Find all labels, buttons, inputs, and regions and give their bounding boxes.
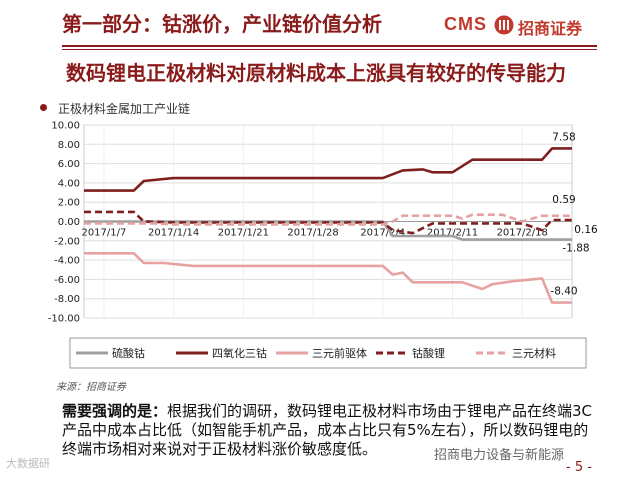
x-tick-label: 2017/1/21 — [218, 228, 269, 239]
commentary-text: 根据我们的调研，数码锂电正极材料市场由于锂电产品在终端3C产品中成本占比低（如智… — [62, 402, 593, 458]
legend-label: 硫酸钴 — [112, 346, 145, 360]
legend-label: 三元前驱体 — [312, 346, 367, 360]
y-tick-label: -6.00 — [54, 275, 80, 286]
x-tick-label: 2017/1/7 — [81, 228, 126, 239]
series-line — [84, 213, 572, 226]
series-line — [84, 147, 572, 192]
y-tick-label: 0.00 — [58, 217, 80, 228]
header-rule-thin — [62, 49, 597, 50]
y-tick-label: -10.00 — [48, 314, 80, 325]
x-tick-label: 2017/1/14 — [148, 228, 199, 239]
x-tick-label: 2017/2/4 — [360, 228, 405, 239]
slide-subtitle: 数码锂电正极材料对原材料成本上涨具有较好的传导能力 — [66, 61, 566, 85]
data-label: 7.58 — [552, 131, 575, 143]
data-label: 0.59 — [552, 194, 575, 206]
data-label: -1.88 — [562, 243, 589, 255]
logo-company-text: 招商证券 — [518, 19, 583, 38]
series-line — [84, 210, 572, 235]
data-label: 0.16 — [574, 224, 598, 236]
watermark-left: 大数据研 — [6, 457, 50, 470]
y-tick-label: 8.00 — [58, 140, 80, 151]
commentary-paragraph: 需要强调的是：根据我们的调研，数码锂电正极材料市场由于锂电产品在终端3C产品中成… — [62, 402, 602, 459]
bullet-dot-icon — [40, 104, 47, 111]
chart-title: 正极材料金属加工产业链 — [58, 102, 191, 116]
commentary-lead: 需要强调的是： — [62, 402, 168, 420]
y-tick-label: 2.00 — [58, 198, 80, 209]
section-title: 第一部分：钴涨价，产业链价值分析 — [62, 12, 382, 36]
legend-label: 钴酸锂 — [412, 346, 445, 360]
header-rule — [62, 45, 597, 47]
y-tick-label: 4.00 — [58, 178, 80, 189]
y-tick-label: -2.00 — [54, 236, 80, 247]
logo-mark-icon — [494, 15, 514, 35]
y-tick-label: 10.00 — [51, 121, 80, 132]
source-note: 来源：招商证券 — [56, 382, 126, 393]
y-tick-label: -8.00 — [54, 294, 80, 305]
x-tick-label: 2017/2/18 — [497, 228, 548, 239]
x-tick-label: 2017/2/11 — [427, 228, 478, 239]
y-tick-label: -4.00 — [54, 256, 80, 267]
header: 第一部分：钴涨价，产业链价值分析 CMS 招商证券 — [0, 0, 640, 56]
series-line — [84, 220, 572, 241]
data-label: -8.40 — [550, 286, 577, 298]
legend-label: 三元材料 — [512, 346, 556, 360]
watermark-right: 招商电力设备与新能源 — [434, 448, 565, 463]
series-line — [84, 252, 572, 304]
y-tick-label: 6.00 — [58, 159, 80, 170]
logo-cms-text: CMS — [444, 14, 487, 34]
legend-label: 四氧化三钴 — [212, 346, 267, 360]
x-tick-label: 2017/1/28 — [287, 228, 338, 239]
page-number: - 5 - — [566, 460, 592, 475]
